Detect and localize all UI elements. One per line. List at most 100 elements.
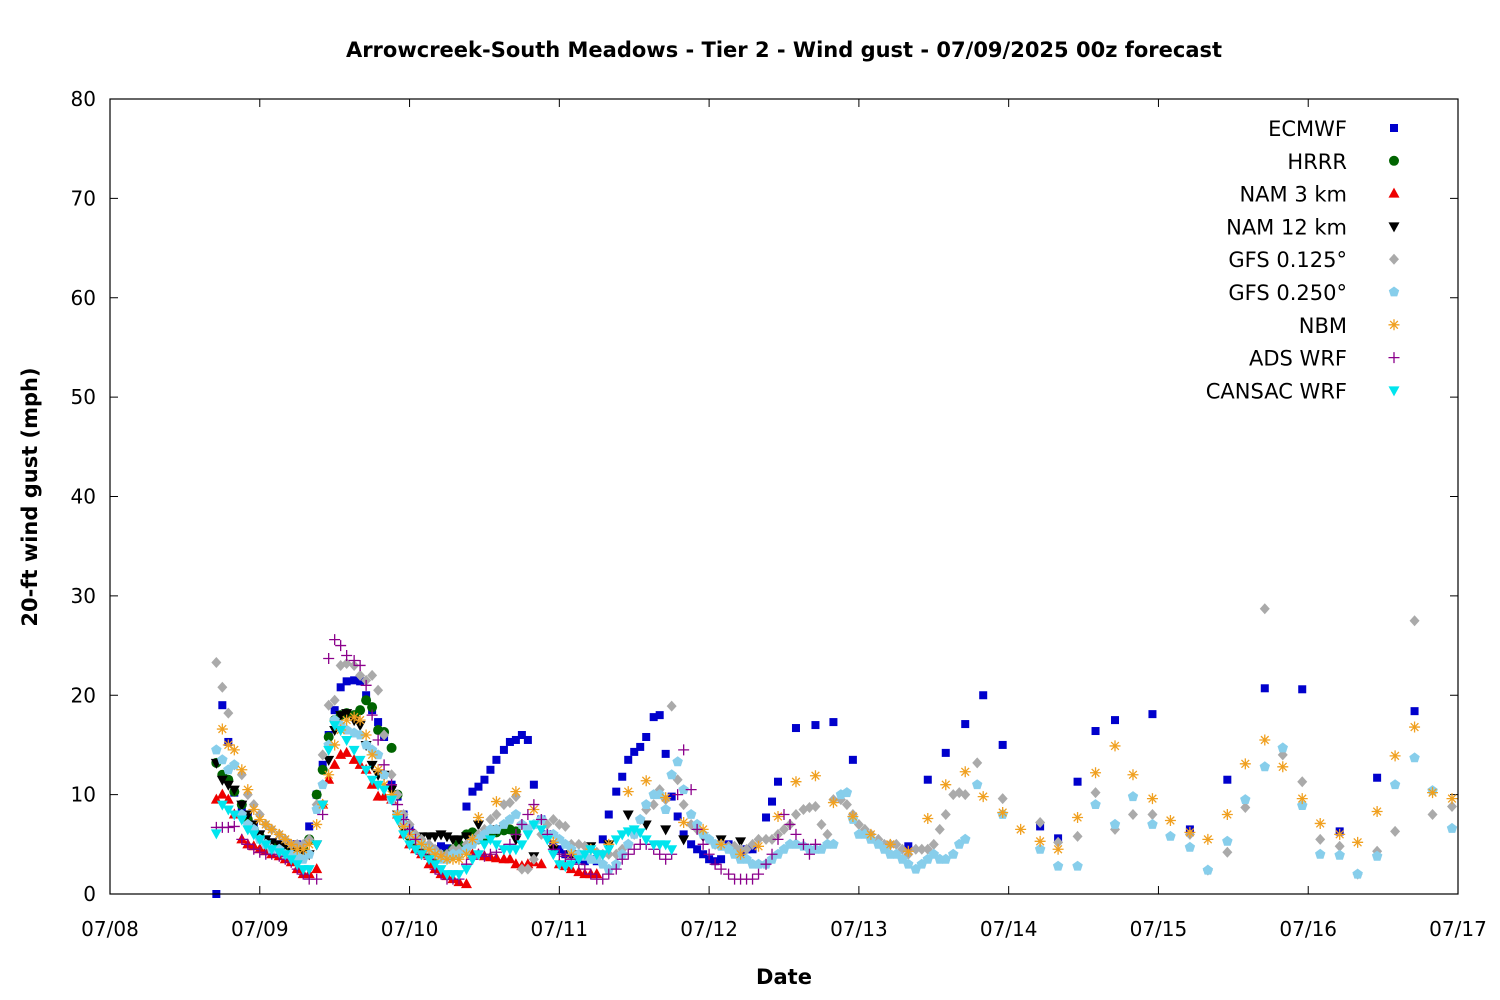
- data-point: [342, 677, 351, 686]
- data-point: [642, 732, 651, 741]
- data-point: [841, 799, 852, 811]
- data-point: [378, 785, 390, 796]
- data-point: [460, 832, 472, 843]
- data-point: [1240, 794, 1251, 804]
- data-point: [350, 676, 359, 685]
- data-point: [1052, 860, 1064, 871]
- data-point: [667, 792, 676, 801]
- data-point: [323, 755, 335, 766]
- data-point: [1222, 835, 1233, 846]
- data-point: [216, 775, 228, 786]
- data-point: [217, 754, 228, 765]
- data-point: [242, 825, 254, 836]
- data-point: [703, 848, 715, 860]
- data-point: [404, 823, 416, 835]
- data-point: [747, 873, 759, 885]
- data-point: [1409, 752, 1420, 763]
- data-point: [510, 835, 522, 846]
- data-point: [341, 746, 353, 757]
- data-point: [1053, 836, 1064, 848]
- data-point: [466, 833, 478, 845]
- legend-marker: [1388, 222, 1400, 233]
- data-point: [678, 816, 690, 828]
- plot-area: [210, 603, 1458, 898]
- data-point: [228, 810, 240, 821]
- data-point: [228, 744, 240, 756]
- data-point: [392, 815, 404, 826]
- data-point: [685, 784, 697, 796]
- data-point: [1277, 761, 1289, 773]
- data-point: [429, 832, 441, 843]
- data-point: [623, 838, 634, 849]
- data-point: [416, 838, 428, 850]
- data-point: [977, 791, 989, 803]
- legend-marker: [1389, 253, 1399, 265]
- data-point: [254, 846, 266, 858]
- data-point: [297, 843, 309, 855]
- data-point: [1352, 868, 1363, 879]
- legend-label: CANSAC WRF: [1206, 379, 1347, 403]
- data-point: [1334, 828, 1346, 840]
- data-point: [1410, 707, 1419, 716]
- data-point: [1296, 793, 1308, 805]
- data-point: [768, 797, 777, 806]
- data-point: [360, 729, 372, 741]
- data-point: [474, 782, 483, 791]
- series-cansac-wrf: [210, 721, 678, 881]
- data-point: [628, 843, 640, 855]
- legend-item: ADS WRF: [1249, 347, 1400, 371]
- data-point: [622, 848, 634, 860]
- legend-marker: [1390, 124, 1398, 132]
- data-point: [535, 825, 547, 836]
- data-point: [223, 707, 234, 719]
- data-point: [1298, 685, 1307, 694]
- data-point: [504, 797, 515, 809]
- data-point: [672, 756, 683, 767]
- data-point: [335, 711, 347, 722]
- data-point: [559, 850, 571, 862]
- data-point: [636, 742, 645, 751]
- data-point: [529, 780, 538, 789]
- data-point: [305, 822, 314, 831]
- data-point: [478, 840, 490, 851]
- data-point: [1090, 767, 1102, 779]
- data-point: [485, 813, 496, 825]
- data-point: [516, 818, 528, 830]
- data-point: [678, 799, 689, 811]
- data-point: [323, 731, 334, 742]
- data-point: [1090, 799, 1101, 809]
- data-point: [762, 813, 771, 822]
- data-point: [484, 848, 496, 860]
- data-point: [372, 734, 384, 746]
- data-point: [693, 845, 702, 854]
- data-point: [661, 749, 670, 758]
- data-point: [717, 855, 726, 864]
- legend-marker: [1388, 386, 1400, 397]
- data-point: [940, 853, 951, 864]
- data-point: [490, 796, 502, 808]
- data-point: [354, 714, 366, 726]
- data-point: [1222, 846, 1233, 858]
- legend-marker: [1388, 352, 1400, 364]
- data-point: [778, 809, 790, 820]
- data-point: [348, 711, 360, 723]
- data-point: [478, 850, 490, 862]
- data-point: [511, 735, 520, 744]
- data-point: [1090, 787, 1101, 799]
- legend-item: NAM 3 km: [1239, 183, 1400, 207]
- data-point: [723, 868, 735, 880]
- data-point: [404, 840, 416, 851]
- data-point: [1221, 809, 1233, 820]
- data-point: [366, 709, 378, 721]
- data-point: [317, 809, 329, 820]
- data-point: [236, 764, 248, 776]
- data-point: [516, 863, 527, 875]
- data-point: [517, 731, 526, 739]
- data-point: [761, 833, 772, 845]
- data-point: [510, 828, 522, 840]
- data-point: [491, 823, 502, 834]
- data-point: [492, 755, 501, 764]
- data-point: [666, 700, 677, 712]
- data-point: [672, 789, 684, 801]
- y-axis-ticks: 0 10 20 30 40 50 60 70 80: [71, 87, 1458, 906]
